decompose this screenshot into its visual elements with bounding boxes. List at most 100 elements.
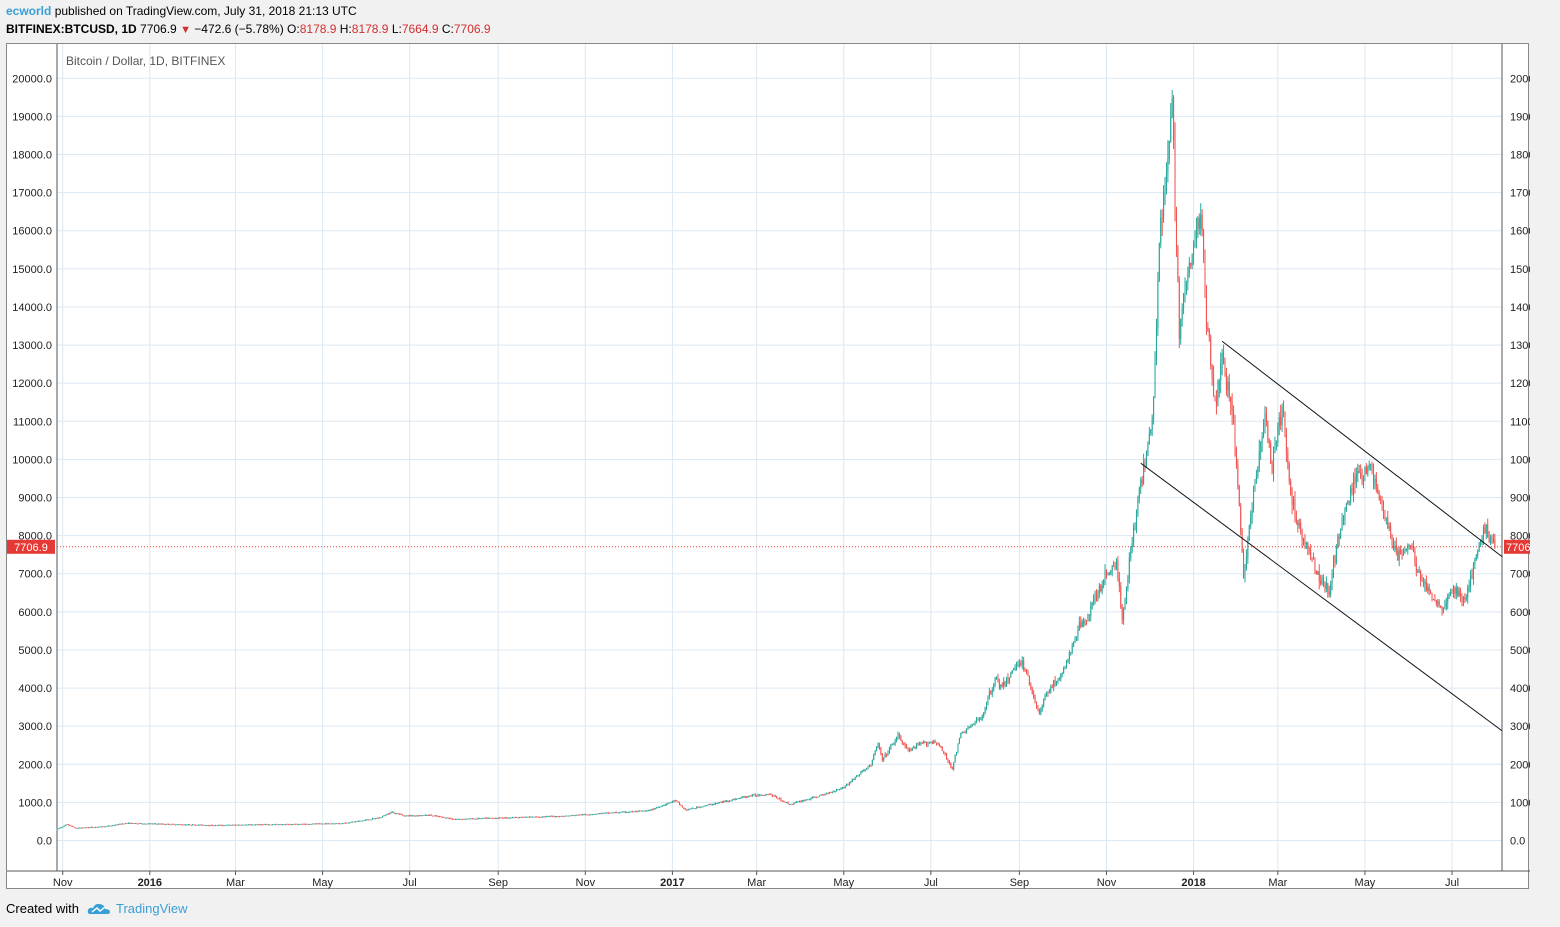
candle — [186, 824, 188, 826]
candle-body — [417, 815, 419, 817]
candle-body — [537, 816, 539, 818]
candle — [1273, 446, 1275, 482]
candle — [337, 823, 339, 825]
candle-body — [1432, 598, 1434, 601]
candle — [1295, 510, 1297, 525]
candle-body — [1464, 597, 1466, 600]
candle — [1317, 570, 1319, 576]
candle — [1444, 599, 1446, 610]
price-chart[interactable]: 0.00.01000.01000.02000.02000.03000.03000… — [7, 44, 1530, 890]
candle — [153, 823, 155, 825]
candle-body — [317, 823, 319, 825]
candle-body — [987, 696, 989, 705]
candle-body — [827, 793, 829, 795]
candle-body — [95, 826, 97, 828]
candle-body — [1031, 687, 1033, 694]
candle — [289, 823, 291, 826]
candle — [557, 816, 559, 818]
candle — [874, 749, 876, 756]
candle-body — [1183, 293, 1185, 309]
candle-body — [1270, 443, 1272, 463]
candle — [1060, 673, 1062, 682]
candle-body — [129, 822, 131, 824]
candle — [1254, 479, 1256, 492]
candle-body — [1372, 470, 1374, 485]
candle-body — [227, 824, 229, 826]
candle — [1095, 589, 1097, 602]
candle-body — [214, 825, 216, 827]
candle-body — [599, 813, 601, 815]
candle — [227, 824, 229, 826]
candle-body — [1317, 571, 1319, 575]
candle-body — [1200, 214, 1202, 229]
candle — [817, 796, 819, 798]
candle-body — [1098, 585, 1100, 594]
candle — [701, 806, 703, 808]
candle-body — [731, 799, 733, 801]
candle — [991, 687, 993, 698]
candle-body — [1144, 462, 1146, 465]
candle — [414, 815, 416, 817]
candle-body — [783, 800, 785, 802]
chart-panel[interactable]: 0.00.01000.01000.02000.02000.03000.03000… — [6, 43, 1530, 890]
candle — [1210, 334, 1212, 370]
candle — [406, 815, 408, 817]
candle-body — [649, 810, 651, 812]
candle-body — [526, 816, 528, 818]
candle — [783, 800, 785, 803]
candle-body — [1370, 464, 1372, 466]
candle-body — [1153, 397, 1155, 419]
candle — [786, 802, 788, 804]
candle — [1415, 556, 1417, 577]
candle — [1150, 429, 1152, 436]
candle-body — [66, 824, 68, 826]
candle-body — [1454, 586, 1456, 594]
candle-body — [941, 747, 943, 751]
candle-body — [1315, 570, 1317, 575]
candle — [1133, 523, 1135, 547]
candle — [120, 823, 122, 825]
candle-body — [671, 800, 673, 803]
candle-body — [1084, 620, 1086, 624]
candle — [173, 823, 175, 826]
candle — [607, 811, 609, 815]
candle — [661, 805, 663, 807]
candle-body — [123, 823, 125, 825]
candle-body — [1328, 591, 1330, 595]
candle — [993, 683, 995, 692]
candle-body — [576, 814, 578, 816]
candle-body — [793, 803, 795, 805]
candle-body — [453, 819, 455, 821]
last-price: 7706.9 — [140, 22, 177, 36]
candle-body — [403, 815, 405, 817]
candle — [379, 817, 381, 819]
candle — [1093, 594, 1095, 606]
candle-body — [1054, 680, 1056, 686]
candle — [1270, 440, 1272, 465]
candle — [399, 813, 401, 815]
candle — [122, 823, 124, 825]
tradingview-link[interactable]: TradingView — [115, 901, 188, 916]
candle — [1097, 590, 1099, 602]
candle — [941, 746, 943, 752]
candle — [353, 821, 355, 823]
candle — [200, 824, 202, 826]
candle-body — [1110, 570, 1112, 574]
y-tick-label-right: 11000.0 — [1510, 416, 1530, 428]
candle — [1388, 522, 1390, 532]
candle — [883, 757, 885, 762]
candle-body — [112, 825, 114, 827]
candle — [224, 825, 226, 827]
candle-body — [1124, 599, 1126, 610]
candle-body — [858, 774, 860, 776]
candle-body — [193, 824, 195, 826]
candle — [970, 724, 972, 729]
candle — [394, 812, 396, 815]
candle-body — [332, 823, 334, 825]
candle-body — [610, 812, 612, 814]
candle-body — [173, 824, 175, 826]
candle-body — [684, 808, 686, 810]
candle — [327, 823, 329, 825]
author-link[interactable]: ecworld — [6, 4, 52, 18]
candle — [1204, 249, 1206, 298]
